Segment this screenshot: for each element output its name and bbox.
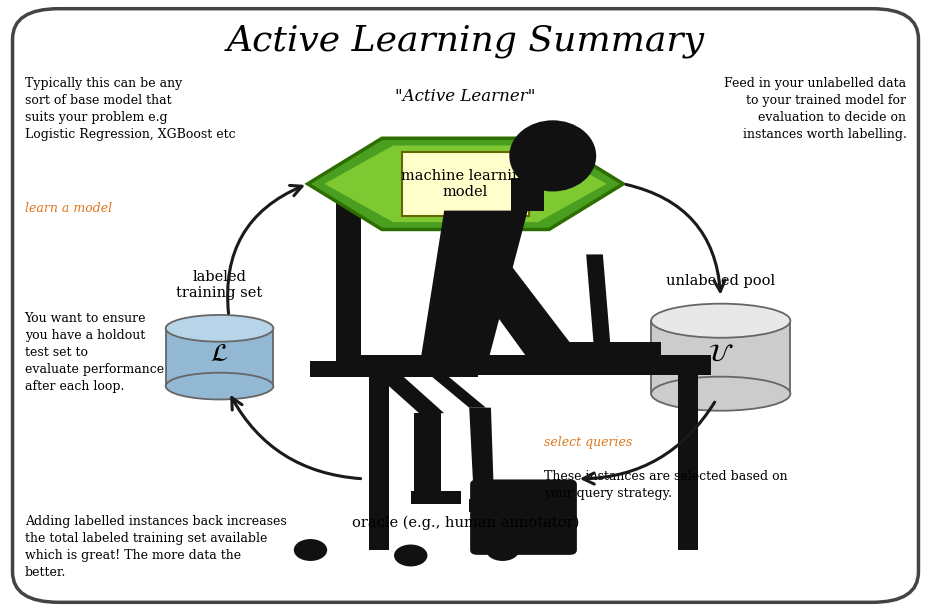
Polygon shape <box>587 254 612 355</box>
FancyBboxPatch shape <box>402 152 529 216</box>
Text: $\mathcal{L}$: $\mathcal{L}$ <box>210 343 229 365</box>
Circle shape <box>394 544 427 566</box>
Bar <box>166 328 274 386</box>
Polygon shape <box>419 211 528 370</box>
Text: "Active Learner": "Active Learner" <box>396 88 535 105</box>
Text: Typically this can be any
sort of base model that
suits your problem e.g
Logisti: Typically this can be any sort of base m… <box>24 78 236 141</box>
Text: $\mathcal{U}$: $\mathcal{U}$ <box>708 343 734 365</box>
Text: These instances are selected based on
your query strategy.: These instances are selected based on yo… <box>545 470 788 500</box>
Bar <box>528 342 661 355</box>
Ellipse shape <box>166 373 274 400</box>
Polygon shape <box>324 145 607 222</box>
Text: oracle (e.g., human annotator): oracle (e.g., human annotator) <box>352 515 579 530</box>
Bar <box>335 167 360 375</box>
Bar <box>678 375 698 550</box>
Polygon shape <box>414 413 440 496</box>
FancyBboxPatch shape <box>470 480 577 555</box>
Bar <box>651 321 790 393</box>
Polygon shape <box>369 368 444 413</box>
Bar <box>411 491 461 504</box>
Bar <box>310 360 478 377</box>
Text: unlabeled pool: unlabeled pool <box>667 274 776 288</box>
Ellipse shape <box>651 304 790 338</box>
Text: Adding labelled instances back increases
the total labeled training set availabl: Adding labelled instances back increases… <box>24 515 287 579</box>
Bar <box>344 355 711 375</box>
Polygon shape <box>469 408 494 506</box>
Ellipse shape <box>166 315 274 342</box>
Text: machine learning
model: machine learning model <box>400 169 531 199</box>
FancyBboxPatch shape <box>12 9 919 602</box>
Text: select queries: select queries <box>545 436 633 449</box>
Circle shape <box>294 539 327 561</box>
Text: Feed in your unlabelled data
to your trained model for
evaluation to decide on
i: Feed in your unlabelled data to your tra… <box>724 78 907 141</box>
Text: Active Learning Summary: Active Learning Summary <box>226 24 705 58</box>
Bar <box>469 499 528 511</box>
Circle shape <box>486 539 519 561</box>
Bar <box>511 178 545 211</box>
Text: You want to ensure
you have a holdout
test set to
evaluate performance
after eac: You want to ensure you have a holdout te… <box>24 312 164 393</box>
Polygon shape <box>444 243 578 359</box>
Bar <box>369 375 389 550</box>
Text: labeled
training set: labeled training set <box>176 269 263 300</box>
Ellipse shape <box>651 376 790 411</box>
Ellipse shape <box>509 120 596 191</box>
Polygon shape <box>419 366 486 408</box>
Text: learn a model: learn a model <box>24 202 112 215</box>
Polygon shape <box>308 138 623 230</box>
